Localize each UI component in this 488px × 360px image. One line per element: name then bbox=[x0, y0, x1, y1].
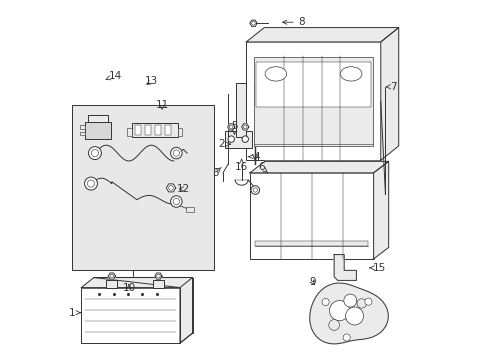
Text: 4: 4 bbox=[248, 152, 260, 162]
Text: 15: 15 bbox=[369, 263, 385, 273]
FancyBboxPatch shape bbox=[131, 123, 178, 137]
FancyBboxPatch shape bbox=[81, 288, 180, 343]
Text: 12: 12 bbox=[177, 184, 190, 194]
Circle shape bbox=[87, 180, 94, 187]
Polygon shape bbox=[249, 161, 388, 173]
Ellipse shape bbox=[340, 67, 361, 81]
Text: 2: 2 bbox=[218, 139, 230, 149]
FancyBboxPatch shape bbox=[186, 207, 194, 212]
Polygon shape bbox=[155, 273, 162, 279]
Text: 5: 5 bbox=[231, 121, 237, 134]
FancyBboxPatch shape bbox=[126, 129, 131, 135]
Polygon shape bbox=[81, 278, 192, 288]
Polygon shape bbox=[246, 28, 398, 42]
FancyBboxPatch shape bbox=[153, 280, 163, 288]
Circle shape bbox=[91, 149, 99, 157]
Polygon shape bbox=[227, 124, 234, 130]
Circle shape bbox=[227, 136, 234, 142]
FancyBboxPatch shape bbox=[80, 125, 85, 129]
Circle shape bbox=[170, 196, 182, 207]
FancyBboxPatch shape bbox=[72, 105, 214, 270]
Circle shape bbox=[229, 125, 233, 129]
FancyBboxPatch shape bbox=[224, 131, 251, 148]
Polygon shape bbox=[166, 184, 175, 192]
Text: 14: 14 bbox=[106, 71, 122, 81]
Text: 8: 8 bbox=[282, 17, 305, 27]
FancyBboxPatch shape bbox=[88, 115, 107, 122]
FancyBboxPatch shape bbox=[254, 57, 372, 146]
Circle shape bbox=[110, 274, 113, 278]
Text: 16: 16 bbox=[235, 159, 248, 172]
Circle shape bbox=[345, 307, 363, 325]
Circle shape bbox=[84, 177, 97, 190]
Text: 10: 10 bbox=[122, 283, 135, 293]
Text: 9: 9 bbox=[309, 277, 315, 287]
Polygon shape bbox=[373, 161, 388, 259]
Circle shape bbox=[156, 274, 160, 278]
Circle shape bbox=[243, 125, 246, 129]
Circle shape bbox=[321, 298, 328, 306]
Text: 7: 7 bbox=[386, 82, 396, 92]
FancyBboxPatch shape bbox=[249, 173, 373, 259]
FancyBboxPatch shape bbox=[246, 42, 380, 160]
Circle shape bbox=[364, 298, 371, 305]
FancyBboxPatch shape bbox=[155, 126, 161, 135]
Text: 1: 1 bbox=[68, 308, 81, 318]
Polygon shape bbox=[94, 278, 192, 343]
Circle shape bbox=[356, 299, 366, 308]
Text: 11: 11 bbox=[155, 100, 168, 110]
FancyBboxPatch shape bbox=[106, 280, 117, 288]
FancyBboxPatch shape bbox=[145, 126, 151, 135]
Circle shape bbox=[173, 150, 179, 156]
Text: 3: 3 bbox=[211, 167, 221, 178]
Circle shape bbox=[253, 188, 257, 192]
Circle shape bbox=[329, 301, 349, 321]
Polygon shape bbox=[333, 255, 356, 280]
Polygon shape bbox=[241, 124, 248, 130]
Circle shape bbox=[170, 147, 182, 159]
FancyBboxPatch shape bbox=[165, 126, 171, 135]
Circle shape bbox=[88, 147, 101, 159]
FancyBboxPatch shape bbox=[255, 241, 367, 246]
Circle shape bbox=[343, 294, 356, 307]
Text: 13: 13 bbox=[144, 76, 158, 86]
Circle shape bbox=[343, 334, 349, 341]
Circle shape bbox=[251, 22, 255, 25]
Polygon shape bbox=[309, 283, 387, 344]
Ellipse shape bbox=[264, 67, 286, 81]
FancyBboxPatch shape bbox=[80, 132, 85, 135]
FancyBboxPatch shape bbox=[235, 84, 246, 136]
Polygon shape bbox=[380, 28, 398, 160]
Circle shape bbox=[250, 186, 259, 194]
FancyBboxPatch shape bbox=[178, 129, 182, 135]
FancyBboxPatch shape bbox=[135, 126, 141, 135]
Text: 6: 6 bbox=[258, 162, 267, 173]
Polygon shape bbox=[108, 273, 115, 279]
FancyBboxPatch shape bbox=[255, 62, 370, 107]
Polygon shape bbox=[249, 20, 257, 26]
Circle shape bbox=[328, 320, 339, 330]
Circle shape bbox=[168, 185, 173, 190]
FancyBboxPatch shape bbox=[85, 122, 110, 139]
Circle shape bbox=[173, 198, 179, 205]
Circle shape bbox=[242, 136, 248, 142]
